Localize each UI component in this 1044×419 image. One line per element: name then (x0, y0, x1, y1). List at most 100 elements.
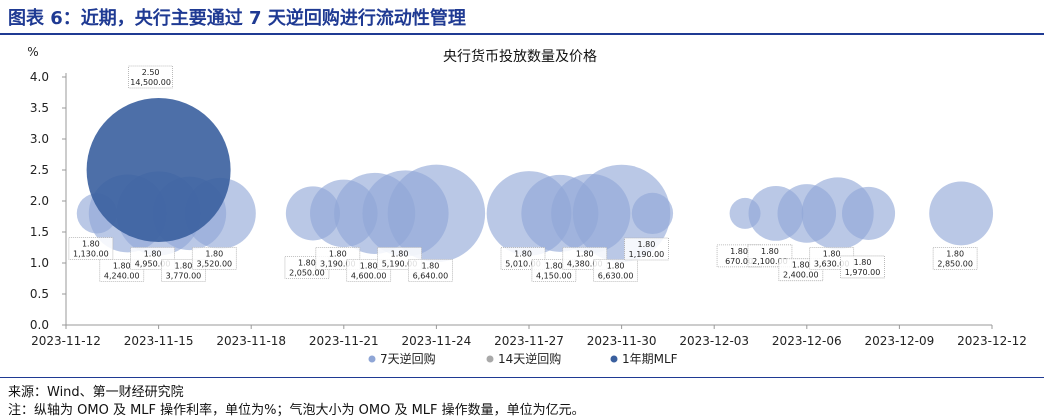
y-tick-label: 3.0 (30, 132, 49, 146)
footnote: 注：纵轴为 OMO 及 MLF 操作利率，单位为%；气泡大小为 OMO 及 ML… (8, 403, 585, 418)
data-label-box (840, 255, 885, 279)
data-label-text: 1.80 (113, 261, 131, 270)
data-label-text: 6,630.00 (598, 271, 634, 280)
y-tick-label: 3.5 (30, 101, 49, 115)
data-label-text: 5,190.00 (382, 259, 418, 268)
mlf-bubble (86, 98, 231, 242)
data-label-text: 4,380.00 (567, 259, 603, 268)
data-label-text: 2,850.00 (937, 259, 973, 268)
data-label-text: 1.80 (205, 249, 223, 258)
data-label-text: 1.80 (946, 249, 964, 258)
x-tick-label: 2023-12-06 (772, 334, 842, 348)
data-label-text: 3,520.00 (197, 259, 233, 268)
legend-marker (610, 355, 618, 363)
y-axis: 0.0 0.5 1.0 1.5 2.0 2.5 3.0 3.5 4.0 (30, 70, 67, 332)
data-label: 1.803,520.00 (191, 246, 237, 270)
data-label-text: 2.50 (142, 68, 160, 77)
footer-rule (0, 377, 1044, 378)
data-label-text: 3,630.00 (814, 259, 850, 268)
bubble-chart: 央行货币投放数量及价格 % 0.0 0.5 1.0 1.5 2.0 2.5 3.0 3.5 4.… (27, 45, 1027, 366)
data-label-text: 1.80 (576, 249, 594, 258)
data-label-text: 6,640.00 (413, 271, 449, 280)
legend-marker (368, 355, 376, 363)
data-label-text: 3,190.00 (320, 259, 356, 268)
x-tick-label: 2023-11-18 (216, 334, 286, 348)
y-tick-label: 1.5 (30, 225, 49, 239)
data-label-box (68, 237, 114, 260)
data-label-text: 1.80 (545, 261, 563, 270)
data-label-text: 1.80 (638, 240, 656, 249)
data-label-text: 1,130.00 (73, 249, 109, 258)
x-axis: 2023-11-12 2023-11-15 2023-11-18 2023-11-21… (31, 324, 1027, 348)
x-tick-label: 2023-12-09 (865, 334, 935, 348)
reverse-repo-bubble (929, 181, 994, 246)
reverse-repo-bubble (572, 164, 671, 263)
y-tick-label: 2.0 (30, 194, 49, 208)
y-tick-label: 2.5 (30, 163, 49, 177)
x-tick-label: 2023-11-27 (494, 334, 564, 348)
x-tick-label: 2023-11-15 (124, 334, 194, 348)
data-label-text: 4,240.00 (104, 271, 140, 280)
legend-item: 1年期MLF (610, 352, 678, 366)
data-label: 1.801,190.00 (624, 237, 669, 261)
reverse-repo-bubble (841, 186, 896, 240)
data-label-text: 1.80 (823, 249, 841, 258)
data-label-box (128, 65, 174, 89)
data-label: 1.801,970.00 (840, 255, 885, 279)
data-label-layer: 1.801,130.001.804,240.001.804,950.00 1.80… (68, 65, 978, 282)
data-label-text: 1,970.00 (845, 268, 881, 277)
data-label-text: 670.00 (725, 257, 753, 266)
data-label: 1.806,640.00 (407, 258, 453, 282)
data-label-text: 14,500.00 (130, 78, 171, 87)
data-label-text: 4,600.00 (351, 271, 387, 280)
data-label-box (593, 258, 638, 282)
data-label-text: 4,950.00 (135, 259, 171, 268)
data-label-text: 1.80 (792, 261, 810, 270)
data-label-text: 1.80 (298, 258, 316, 267)
legend-label: 7天逆回购 (380, 351, 436, 366)
data-label-text: 1.80 (421, 261, 439, 270)
figure-title: 图表 6：近期，央行主要通过 7 天逆回购进行流动性管理 (8, 8, 466, 29)
reverse-repo-bubble (387, 164, 486, 263)
x-tick-label: 2023-11-12 (31, 334, 101, 348)
x-tick-label: 2023-11-21 (309, 334, 379, 348)
data-label-text: 2,400.00 (783, 271, 819, 280)
legend: 7天逆回购 14天逆回购 1年期MLF (368, 351, 678, 366)
header-rule (0, 33, 1044, 35)
x-tick-label: 2023-11-24 (402, 334, 472, 348)
data-label-box (932, 246, 978, 270)
data-label-text: 3,770.00 (166, 271, 202, 280)
data-label-text: 1.80 (391, 249, 409, 258)
data-label-text: 1.80 (82, 239, 100, 248)
bubble-layer (76, 98, 994, 263)
data-label-text: 4,150.00 (536, 271, 572, 280)
data-label: 1.802,850.00 (932, 246, 978, 270)
y-tick-label: 0.0 (30, 318, 49, 332)
data-label-box (191, 246, 237, 270)
legend-label: 1年期MLF (622, 352, 678, 366)
reverse-repo-bubble (631, 192, 674, 235)
legend-item: 7天逆回购 (368, 351, 436, 366)
data-label-text: 1.80 (730, 247, 748, 256)
x-tick-label: 2023-12-12 (957, 334, 1027, 348)
data-label: 1.801,130.00 (68, 237, 114, 260)
chart-title: 央行货币投放数量及价格 (443, 48, 597, 65)
data-label-box (407, 258, 453, 282)
data-label-text: 1,190.00 (629, 250, 665, 259)
data-label-text: 1.80 (607, 261, 625, 270)
data-label-text: 5,010.00 (505, 259, 541, 268)
data-label-box (624, 237, 669, 261)
data-label-text: 1.80 (329, 249, 347, 258)
y-tick-label: 0.5 (30, 287, 49, 301)
data-label-text: 1.80 (144, 249, 162, 258)
x-tick-label: 2023-12-03 (679, 334, 749, 348)
legend-label: 14天逆回购 (498, 351, 561, 366)
y-unit-label: % (27, 45, 38, 59)
data-label-text: 2,100.00 (752, 257, 788, 266)
legend-marker (486, 355, 494, 363)
data-label-text: 1.80 (761, 247, 779, 256)
source-note: 来源：Wind、第一财经研究院 (8, 385, 184, 400)
data-label-text: 1.80 (360, 261, 378, 270)
y-tick-label: 4.0 (30, 70, 49, 84)
